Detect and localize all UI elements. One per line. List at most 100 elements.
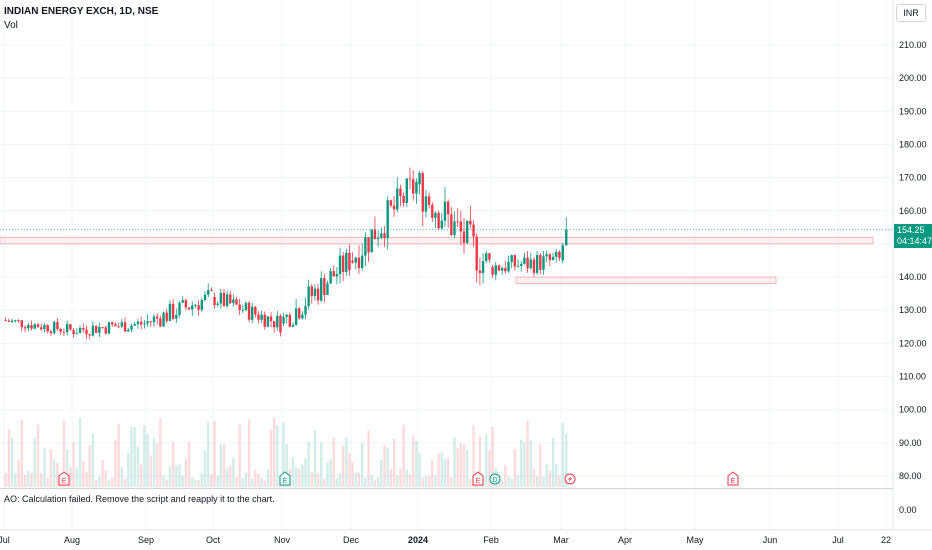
volume-bar — [91, 433, 95, 487]
candle-body — [152, 316, 156, 323]
candle-body — [279, 315, 282, 333]
volume-bar — [272, 417, 276, 487]
candle-body — [345, 252, 348, 272]
volume-bar — [373, 479, 377, 487]
volume-bar — [418, 452, 421, 487]
volume-bar — [36, 424, 40, 487]
pane-divider[interactable] — [0, 488, 893, 489]
dividend-marker-label: D — [492, 477, 497, 484]
volume-bar — [152, 437, 156, 487]
candle-body — [335, 274, 339, 277]
candle-body — [219, 292, 223, 304]
volume-bar — [263, 480, 266, 487]
candle-body — [98, 326, 101, 333]
candle-body — [232, 299, 235, 304]
currency-button[interactable]: INR — [896, 4, 926, 22]
candle-body — [20, 320, 24, 328]
candle-body — [488, 253, 491, 260]
candle-body — [555, 251, 558, 257]
candle-body — [82, 327, 85, 330]
candle-body — [354, 257, 357, 263]
volume-bar — [304, 458, 307, 487]
candle-body — [500, 268, 504, 271]
volume-bar — [504, 464, 507, 487]
y-tick-label: 80.00 — [899, 471, 922, 481]
candle-body — [415, 181, 418, 194]
volume-bar — [332, 437, 335, 487]
candle-body — [304, 306, 307, 315]
volume-bar — [33, 438, 36, 487]
candle-body — [254, 306, 257, 315]
candle-body — [247, 303, 251, 320]
x-tick-label: Feb — [483, 535, 499, 545]
candle-body — [146, 321, 149, 324]
candle-body — [251, 306, 254, 320]
volume-bar — [244, 472, 248, 487]
candle-body — [203, 294, 207, 300]
candle-body — [65, 324, 69, 333]
volume-bar — [357, 472, 361, 487]
volume-bar — [542, 476, 545, 487]
candle-body — [291, 324, 295, 327]
candle-body — [272, 321, 276, 328]
volume-bar — [139, 464, 143, 487]
volume-bar — [219, 444, 223, 487]
volume-bar — [184, 458, 188, 487]
volume-bar — [111, 477, 114, 487]
candle-body — [516, 265, 520, 267]
volume-bar — [434, 475, 437, 487]
candle-body — [276, 315, 279, 328]
candle-body — [136, 321, 140, 324]
volume-bar — [133, 427, 136, 487]
candle-body — [269, 316, 273, 322]
volume-bar — [210, 474, 213, 487]
volume-bar — [310, 472, 313, 487]
volume-bar — [323, 478, 326, 487]
candle-body — [114, 324, 117, 327]
volume-bar — [17, 460, 20, 487]
candle-body — [263, 314, 266, 327]
volume-bar — [171, 441, 175, 487]
volume-bar — [197, 479, 200, 487]
volume-bar — [465, 449, 469, 487]
y-tick-label: 140.00 — [899, 272, 927, 282]
volume-bar — [107, 480, 111, 487]
volume-bar — [545, 464, 548, 487]
volume-bar — [360, 443, 364, 487]
candle-body — [155, 316, 159, 319]
volume-bar — [354, 472, 357, 487]
volume-bar — [561, 422, 564, 487]
volume-bar — [88, 445, 91, 487]
candle-body — [386, 200, 389, 239]
volume-bar — [149, 455, 152, 487]
volume-bar — [437, 453, 440, 487]
volume-bar — [412, 435, 415, 487]
volume-bar — [7, 429, 11, 487]
volume-bar — [85, 471, 88, 487]
candle-body — [348, 252, 351, 271]
volume-bar — [52, 459, 56, 487]
candle-body — [143, 323, 146, 325]
volume-bar — [130, 426, 133, 487]
candle-body — [558, 251, 561, 258]
candle-body — [27, 324, 30, 329]
candle-body — [316, 288, 320, 301]
candle-body — [159, 318, 162, 327]
candle-body — [175, 314, 178, 319]
earnings-marker-label: E — [476, 478, 481, 485]
volume-bar — [254, 469, 257, 487]
volume-bar — [383, 445, 386, 487]
candle-body — [357, 257, 361, 269]
volume-bar — [241, 478, 244, 487]
candle-body — [171, 303, 175, 319]
volume-bar — [155, 443, 159, 487]
y-tick-label: 100.00 — [899, 405, 927, 415]
volume-bar — [298, 468, 301, 487]
volume-bar — [49, 449, 53, 487]
support-zone — [515, 276, 777, 285]
volume-bar — [351, 462, 354, 487]
volume-bar — [405, 469, 409, 487]
candle-body — [94, 325, 98, 333]
candle-body — [85, 329, 88, 335]
